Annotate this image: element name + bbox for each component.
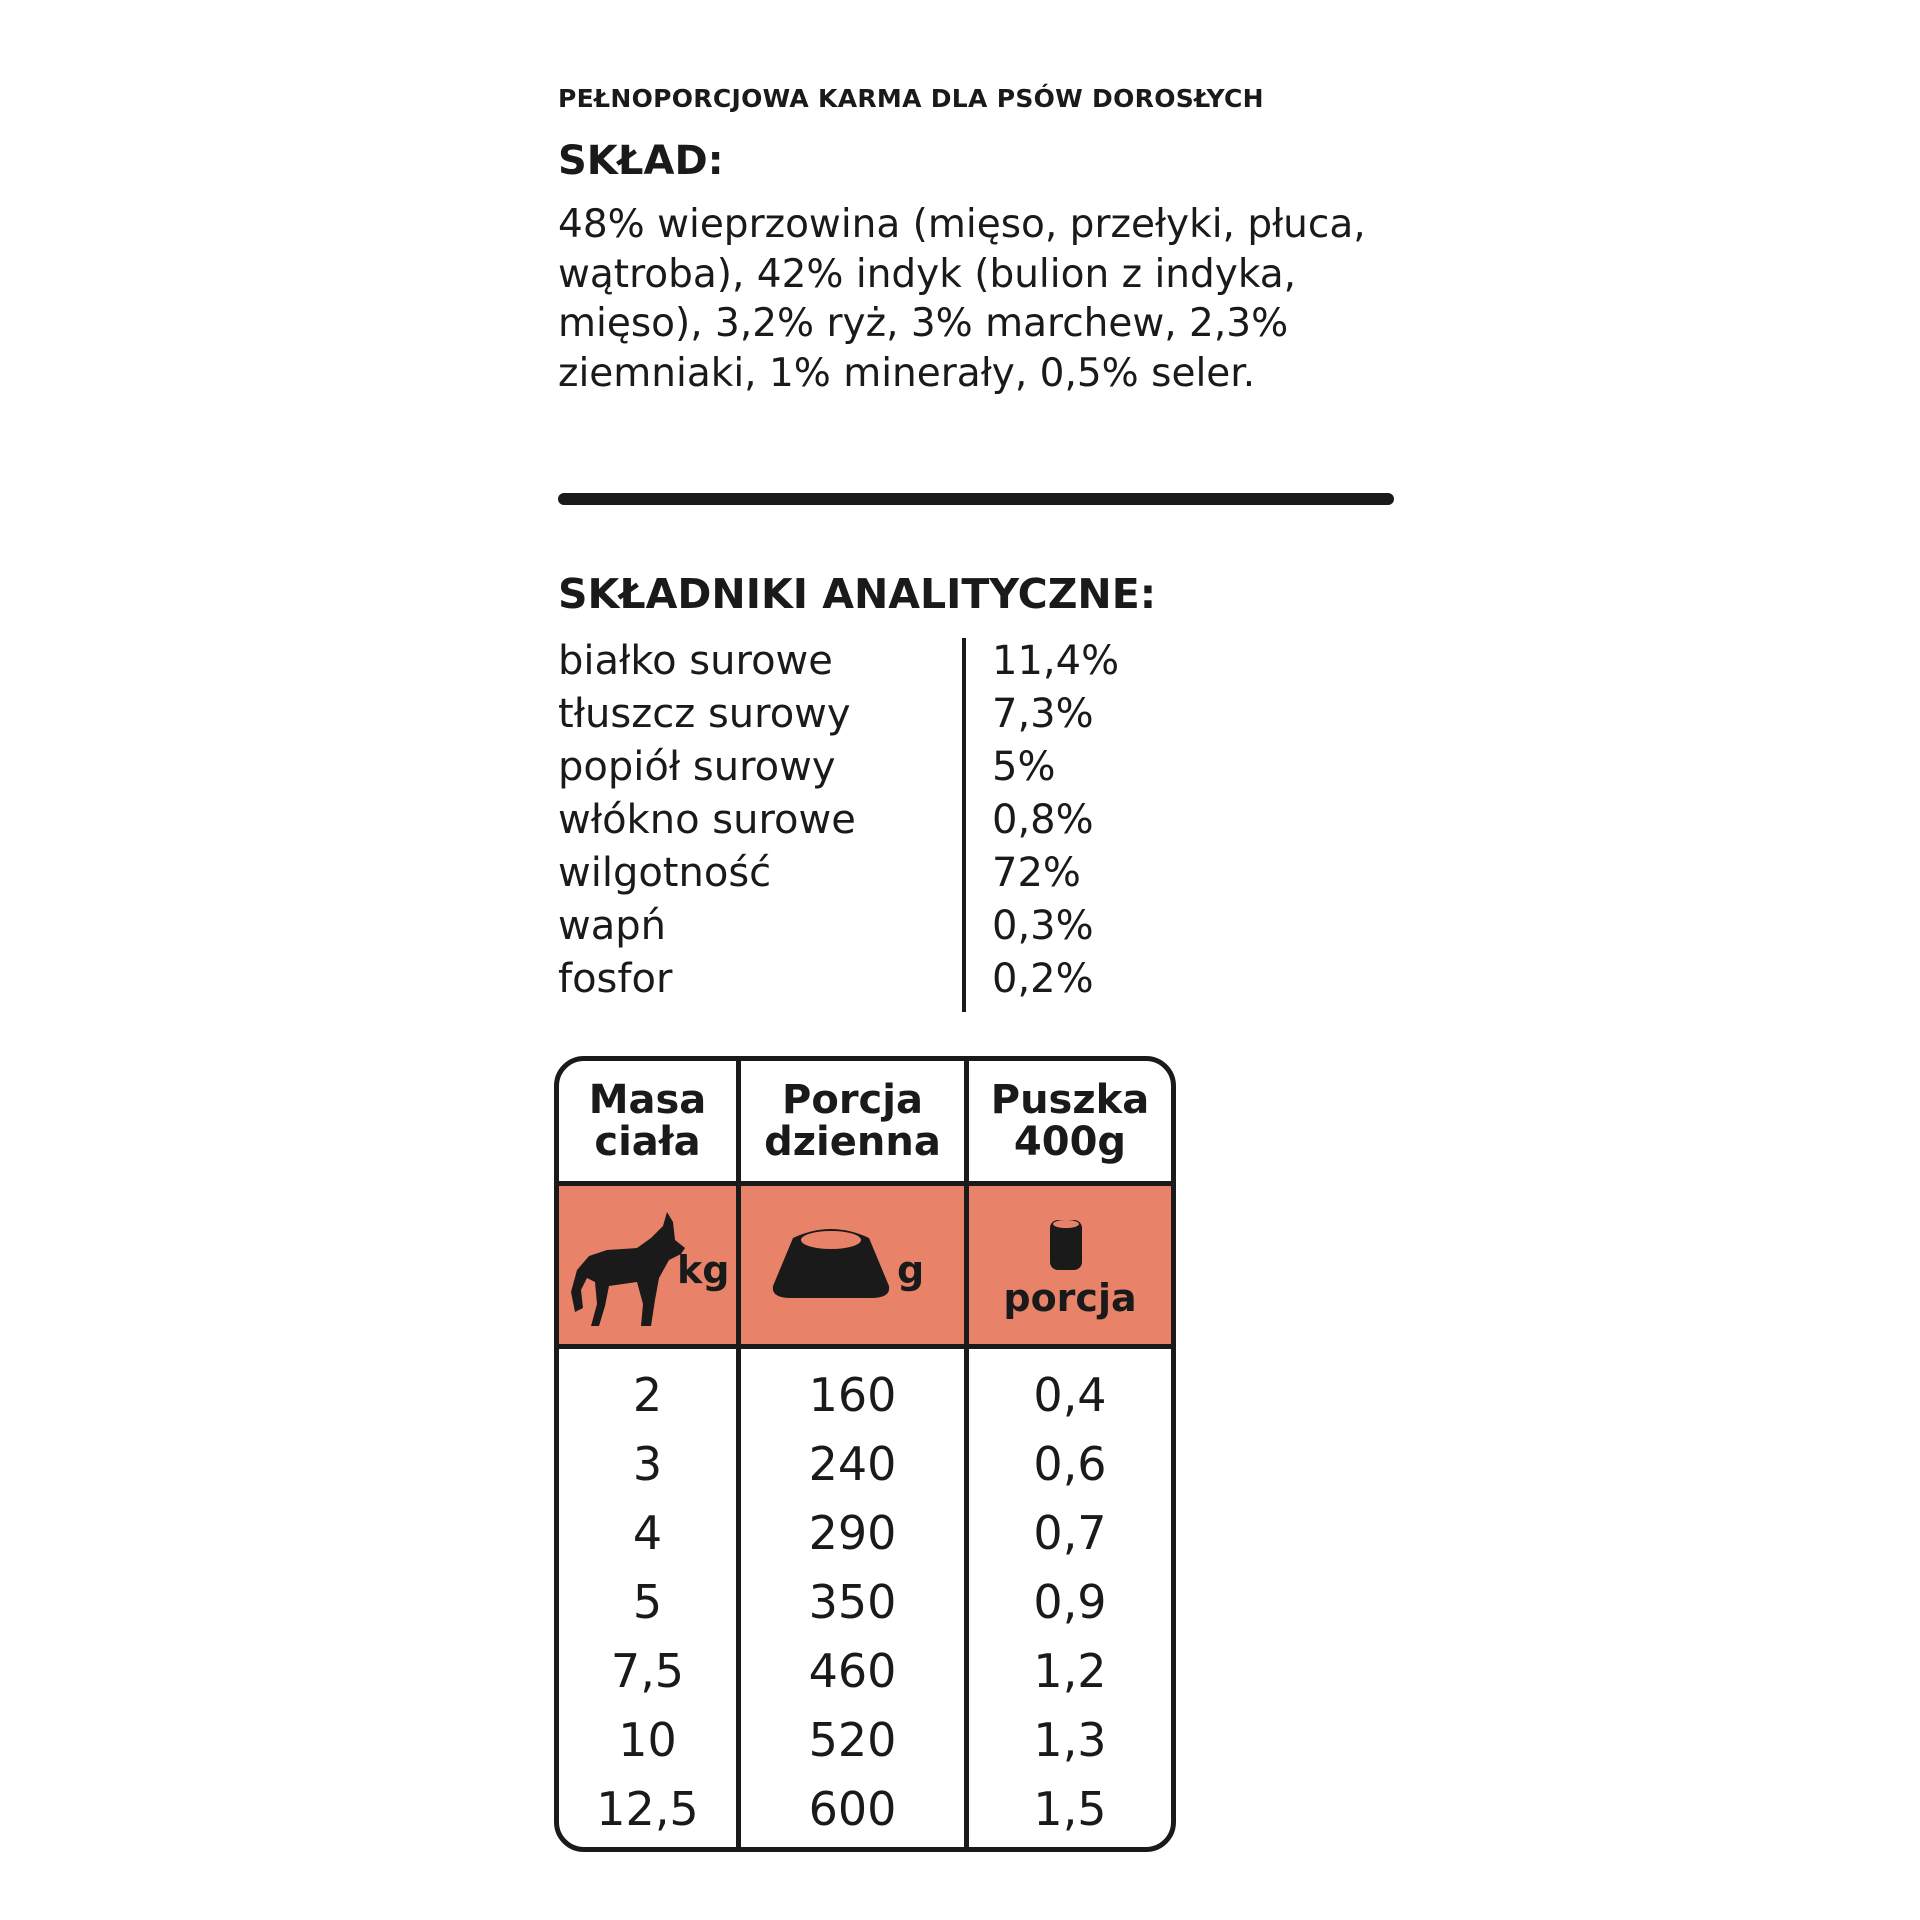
table-cell: 7,5 — [610, 1644, 685, 1698]
header-line: 400g — [1013, 1119, 1127, 1165]
unit-portion: porcja — [1003, 1276, 1137, 1320]
row-divider — [559, 1181, 1171, 1186]
analysis-value: 5% — [992, 744, 1056, 790]
dog-icon — [571, 1212, 685, 1326]
unit-g: g — [897, 1248, 925, 1292]
column-body-weight: Masa ciała kg 2 3 4 5 7,5 10 12,5 — [559, 1061, 736, 1847]
icon-cell: g — [741, 1186, 964, 1344]
unit-kg: kg — [677, 1248, 730, 1292]
table-cell: 520 — [808, 1713, 897, 1767]
divider — [558, 493, 1394, 505]
header-daily-portion: Porcja dzienna — [741, 1061, 964, 1181]
header-line: Masa — [588, 1077, 707, 1123]
table-cell: 12,5 — [596, 1782, 699, 1836]
can-icon — [1050, 1220, 1082, 1270]
table-cell: 0,6 — [1033, 1437, 1107, 1491]
table-cell: 350 — [808, 1575, 897, 1629]
header-line: Porcja — [782, 1077, 923, 1123]
analysis-name: wapń — [558, 903, 666, 949]
analysis-value: 0,2% — [992, 956, 1094, 1002]
column-daily-portion: Porcja dzienna g 160 240 290 350 460 520 600 — [741, 1061, 964, 1847]
analysis-divider — [962, 638, 966, 1012]
analysis-name: białko surowe — [558, 638, 833, 684]
product-subtitle: PEŁNOPORCJOWA KARMA DLA PSÓW DOROSŁYCH — [558, 84, 1264, 113]
row-divider — [559, 1344, 1171, 1349]
icon-cell: kg — [559, 1186, 736, 1344]
analysis-name: włókno surowe — [558, 797, 856, 843]
table-cell: 600 — [808, 1782, 897, 1836]
table-cell: 0,9 — [1033, 1575, 1107, 1629]
table-cell: 2 — [632, 1368, 663, 1422]
column-divider — [964, 1061, 969, 1847]
analysis-title: SKŁADNIKI ANALITYCZNE: — [558, 570, 1157, 618]
analysis-value: 72% — [992, 850, 1081, 896]
column-divider — [736, 1061, 741, 1847]
header-can: Puszka 400g — [969, 1061, 1171, 1181]
table-cell: 3 — [632, 1437, 663, 1491]
analysis-value: 0,8% — [992, 797, 1094, 843]
table-cell: 290 — [808, 1506, 897, 1560]
bowl-icon — [772, 1229, 890, 1298]
composition-title: SKŁAD: — [558, 138, 724, 184]
table-cell: 5 — [632, 1575, 663, 1629]
table-cell: 1,5 — [1033, 1782, 1107, 1836]
analysis-value: 0,3% — [992, 903, 1094, 949]
composition-text: 48% wieprzowina (mięso, przełyki, płuca,… — [558, 202, 1366, 396]
table-cell: 0,4 — [1033, 1368, 1107, 1422]
table-cell: 160 — [808, 1368, 897, 1422]
table-cell: 10 — [618, 1713, 677, 1767]
table-cell: 4 — [632, 1506, 663, 1560]
header-line: ciała — [594, 1119, 701, 1165]
analysis-value: 11,4% — [992, 638, 1120, 684]
header-line: dzienna — [764, 1119, 941, 1165]
table-cell: 240 — [808, 1437, 897, 1491]
header-body-weight: Masa ciała — [559, 1061, 736, 1181]
analysis-name: wilgotność — [558, 850, 772, 896]
table-cell: 1,3 — [1033, 1713, 1107, 1767]
analysis-name: tłuszcz surowy — [558, 691, 851, 737]
table-cell: 460 — [808, 1644, 897, 1698]
analysis-name: fosfor — [558, 956, 673, 1002]
analysis-value: 7,3% — [992, 691, 1094, 737]
column-can: Puszka 400g porcja 0,4 0,6 0,7 0,9 1,2 1,3 1,5 — [969, 1061, 1171, 1847]
feeding-table: Masa ciała kg 2 3 4 5 7,5 10 12,5 Porcja dzienna… — [554, 1056, 1176, 1852]
analysis-name: popiół surowy — [558, 744, 836, 790]
header-line: Puszka — [990, 1077, 1150, 1123]
table-cell: 0,7 — [1033, 1506, 1107, 1560]
table-cell: 1,2 — [1033, 1644, 1107, 1698]
icon-cell: porcja — [969, 1186, 1171, 1344]
